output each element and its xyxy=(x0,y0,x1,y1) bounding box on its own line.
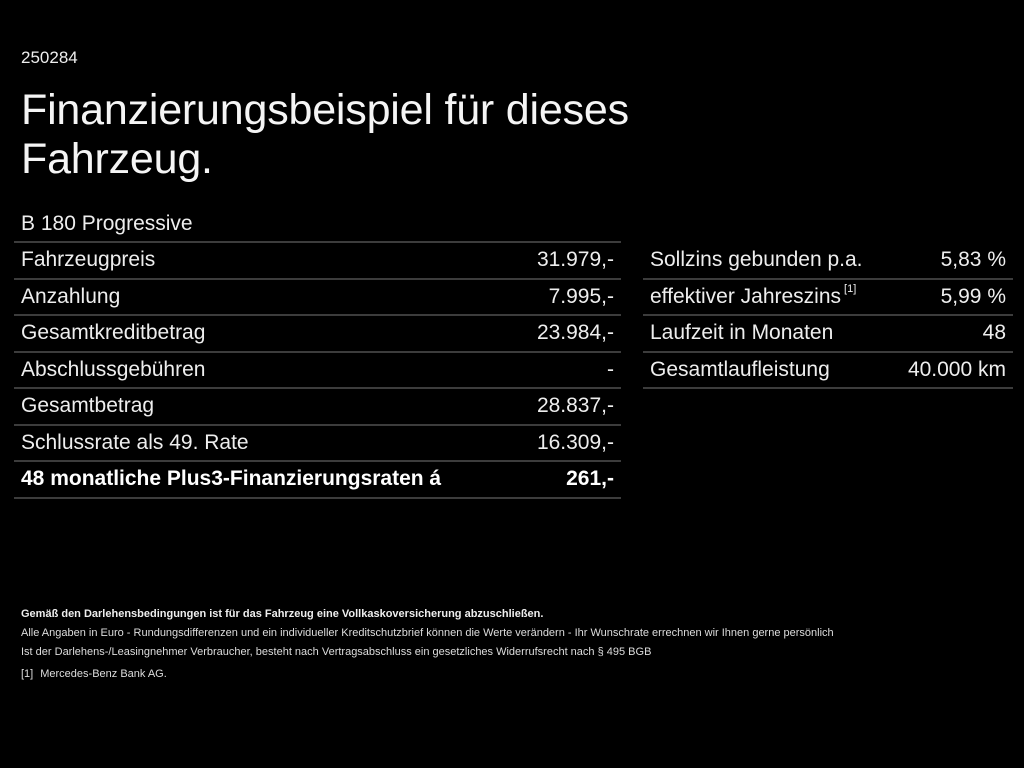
table-row-final-installment: Schlussrate als 49. Rate 16.309,- xyxy=(14,426,621,462)
table-row-vehicle-price: Fahrzeugpreis 31.979,- xyxy=(14,243,621,280)
disclaimer-text: Alle Angaben in Euro - Rundungsdifferenz… xyxy=(21,627,834,639)
table-row-closing-fees: Abschlussgebühren - xyxy=(14,353,621,389)
table-row-down-payment: Anzahlung 7.995,- xyxy=(14,280,621,316)
row-label: effektiver Jahreszins [1] xyxy=(650,282,857,308)
table-row-total-credit: Gesamtkreditbetrag 23.984,- xyxy=(14,316,621,353)
table-row-total-amount: Gesamtbetrag 28.837,- xyxy=(14,389,621,426)
vehicle-code: 250284 xyxy=(21,48,78,67)
footnote-ref: [1] xyxy=(844,282,857,295)
row-label: Fahrzeugpreis xyxy=(21,248,156,272)
table-row-total-mileage: Gesamtlaufleistung 40.000 km xyxy=(643,353,1013,389)
interest-terms-table: Sollzins gebunden p.a. 5,83 % effektiver… xyxy=(643,243,1013,389)
row-value: 31.979,- xyxy=(536,248,614,272)
row-label: 48 monatliche Plus3-Finanzierungsraten á xyxy=(21,467,442,491)
insurance-notice: Gemäß den Darlehensbedingungen ist für d… xyxy=(21,608,544,620)
row-value: 7.995,- xyxy=(548,284,614,308)
row-label: Gesamtkreditbetrag xyxy=(21,321,206,345)
row-value: 5,99 % xyxy=(940,284,1006,308)
row-label: Schlussrate als 49. Rate xyxy=(21,430,249,454)
row-label: Gesamtbetrag xyxy=(21,394,155,418)
row-value: - xyxy=(607,357,614,381)
financing-cost-table: Fahrzeugpreis 31.979,- Anzahlung 7.995,-… xyxy=(14,241,621,499)
page-title: Finanzierungsbeispiel für dieses Fahrzeu… xyxy=(21,86,629,183)
row-label: Gesamtlaufleistung xyxy=(650,357,830,381)
row-value: 5,83 % xyxy=(940,248,1006,272)
table-row-effective-rate: effektiver Jahreszins [1] 5,99 % xyxy=(643,280,1013,316)
withdrawal-right-text: Ist der Darlehens-/Leasingnehmer Verbrau… xyxy=(21,646,652,658)
row-value: 28.837,- xyxy=(536,394,614,418)
row-value: 48 xyxy=(982,321,1006,345)
table-row-term-months: Laufzeit in Monaten 48 xyxy=(643,316,1013,353)
row-value: 16.309,- xyxy=(536,430,614,454)
row-label: Sollzins gebunden p.a. xyxy=(650,248,863,272)
row-label: Abschlussgebühren xyxy=(21,357,206,381)
row-label: Anzahlung xyxy=(21,284,121,308)
table-row-monthly-rate: 48 monatliche Plus3-Finanzierungsraten á… xyxy=(14,462,621,499)
legal-footer: Gemäß den Darlehensbedingungen ist für d… xyxy=(21,605,1011,684)
row-value: 23.984,- xyxy=(536,321,614,345)
row-label: Laufzeit in Monaten xyxy=(650,321,834,345)
footnote-text: Mercedes-Benz Bank AG. xyxy=(40,668,167,680)
vehicle-model: B 180 Progressive xyxy=(21,212,193,235)
table-row-borrowing-rate: Sollzins gebunden p.a. 5,83 % xyxy=(643,243,1013,280)
row-value: 261,- xyxy=(566,467,614,491)
footnote: [1] Mercedes-Benz Bank AG. xyxy=(21,665,1011,684)
footnote-mark: [1] xyxy=(21,668,34,680)
row-value: 40.000 km xyxy=(907,357,1006,381)
